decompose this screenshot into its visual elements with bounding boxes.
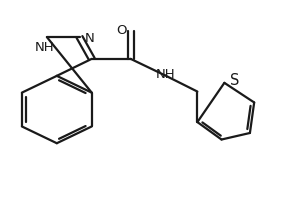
Text: N: N [85, 32, 94, 45]
Text: NH: NH [156, 68, 176, 81]
Text: O: O [116, 24, 126, 37]
Text: NH: NH [35, 41, 55, 54]
Text: S: S [230, 73, 240, 88]
